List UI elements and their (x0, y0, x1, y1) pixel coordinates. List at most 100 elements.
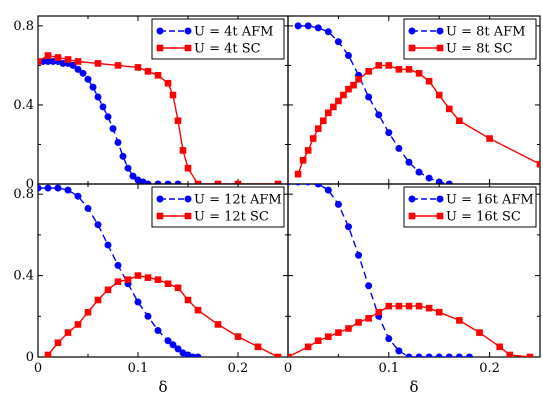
data-point-sc (294, 170, 302, 178)
data-point-afm (385, 129, 393, 137)
legend-marker-afm (156, 27, 164, 35)
data-point-afm (415, 353, 423, 357)
data-point-sc (335, 329, 342, 336)
data-point-afm (435, 353, 443, 357)
data-point-sc (124, 276, 132, 283)
data-point-afm (334, 38, 342, 46)
data-point-sc (319, 117, 327, 125)
data-point-sc (425, 77, 433, 85)
series-line-afm (38, 60, 178, 184)
data-point-afm (119, 152, 127, 160)
data-point-sc (169, 91, 177, 99)
data-point-afm (64, 186, 72, 194)
data-point-sc (114, 62, 122, 69)
legend-marker-sc (436, 44, 444, 52)
data-point-sc (44, 52, 52, 59)
legend: U = 12t AFM U = 12t SC (151, 186, 285, 228)
data-point-afm (114, 261, 122, 269)
data-point-afm (425, 353, 433, 357)
data-point-sc (84, 308, 92, 316)
x-tick-label: 0.1 (128, 361, 149, 376)
data-point-sc (385, 302, 393, 310)
x-tick-label: 0 (34, 361, 42, 376)
legend-marker-afm (408, 195, 416, 203)
data-point-sc (335, 97, 342, 105)
data-point-afm (74, 192, 82, 200)
data-point-sc (274, 353, 282, 357)
data-point-afm (44, 184, 52, 192)
legend-marker-afm (184, 195, 192, 203)
data-point-afm (314, 184, 322, 188)
data-point-sc (405, 66, 413, 73)
data-point-sc (365, 68, 372, 75)
data-point-sc (350, 81, 357, 89)
plot-area (294, 22, 540, 184)
data-point-afm (174, 345, 182, 353)
data-point-sc (194, 180, 202, 184)
data-point-sc (214, 321, 222, 328)
legend-marker-sc (436, 212, 444, 220)
data-point-sc (184, 164, 192, 172)
legend-label: U = 8t SC (446, 42, 513, 57)
legend-marker-afm (408, 27, 416, 35)
data-point-afm (385, 335, 393, 343)
data-point-afm (344, 52, 352, 60)
data-point-afm (405, 158, 413, 166)
data-point-sc (445, 105, 453, 113)
data-point-afm (425, 174, 433, 182)
data-point-afm (129, 172, 137, 180)
data-point-afm (74, 65, 82, 73)
data-point-sc (486, 135, 493, 142)
data-point-afm (445, 180, 453, 184)
legend-marker-sc (408, 212, 416, 220)
y-tick-label: 0.4 (13, 98, 34, 113)
y-tick-label: 0 (26, 350, 34, 365)
data-point-afm (445, 353, 453, 357)
x-axis-label: δ (158, 378, 167, 396)
data-point-sc (154, 276, 162, 283)
data-point-afm (334, 200, 342, 208)
data-point-afm (89, 83, 97, 91)
data-point-sc (214, 180, 222, 184)
data-point-afm (324, 28, 332, 36)
legend-label: U = 16t AFM (446, 193, 534, 208)
series-line-sc (297, 64, 540, 175)
data-point-afm (344, 223, 352, 231)
data-point-sc (340, 91, 347, 99)
data-point-sc (104, 286, 112, 294)
x-axis-label: δ (409, 378, 418, 396)
data-point-sc (314, 337, 322, 345)
data-point-afm (294, 22, 302, 30)
data-point-sc (365, 315, 372, 322)
data-point-sc (64, 56, 72, 63)
data-point-sc (345, 85, 352, 93)
data-point-sc (456, 317, 463, 324)
data-point-sc (174, 284, 182, 292)
data-point-sc (74, 58, 82, 65)
data-point-sc (114, 278, 122, 285)
data-point-sc (164, 280, 172, 288)
series-line-sc (288, 305, 530, 357)
data-point-sc (234, 180, 242, 184)
data-point-sc (299, 156, 307, 164)
data-point-sc (94, 60, 102, 67)
data-point-sc (395, 302, 403, 310)
data-point-sc (496, 343, 503, 351)
data-point-sc (415, 70, 423, 77)
data-point-afm (435, 178, 443, 184)
x-tick-label: 0.1 (378, 361, 399, 376)
data-point-afm (324, 186, 332, 194)
data-point-afm (314, 24, 322, 32)
y-tick-label: 0 (26, 177, 34, 192)
data-point-sc (314, 125, 322, 132)
data-point-afm (174, 180, 182, 184)
data-point-sc (325, 333, 332, 340)
data-point-sc (288, 353, 292, 357)
data-point-afm (94, 221, 102, 229)
legend-marker-sc (156, 212, 164, 220)
data-point-afm (84, 75, 92, 83)
data-point-afm (375, 111, 383, 119)
legend-marker-afm (436, 27, 444, 35)
legend-marker-afm (184, 27, 192, 35)
